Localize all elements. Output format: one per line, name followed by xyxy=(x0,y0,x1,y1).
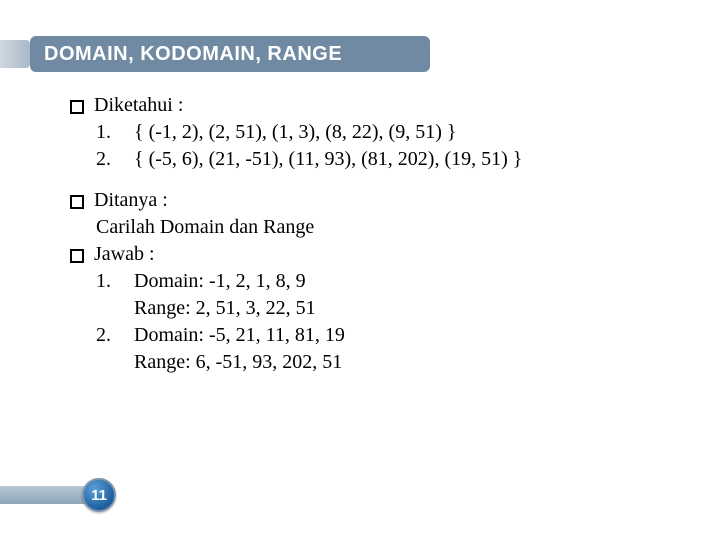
ditanya-body: Carilah Domain dan Range xyxy=(96,214,690,241)
list-item: 1. { (-1, 2), (2, 51), (1, 3), (8, 22), … xyxy=(96,119,690,146)
bullet-square-icon xyxy=(70,100,84,114)
item-number: 2. xyxy=(96,322,134,349)
page-number: 11 xyxy=(91,487,107,504)
item-number: 1. xyxy=(96,268,134,295)
list-item: 2. Domain: -5, 21, 11, 81, 19 xyxy=(96,322,690,349)
title-left-accent xyxy=(0,40,30,68)
jawab-label: Jawab : xyxy=(94,241,155,268)
slide-title: DOMAIN, KODOMAIN, RANGE xyxy=(44,43,342,66)
list-item: 1. Domain: -1, 2, 1, 8, 9 xyxy=(96,268,690,295)
title-bar: DOMAIN, KODOMAIN, RANGE xyxy=(30,36,430,72)
item-domain: Domain: -1, 2, 1, 8, 9 xyxy=(134,268,690,295)
ditanya-label: Ditanya : xyxy=(94,187,168,214)
item-number: 1. xyxy=(96,119,134,146)
item-text: { (-5, 6), (21, -51), (11, 93), (81, 202… xyxy=(134,146,690,173)
section-jawab: Jawab : 1. Domain: -1, 2, 1, 8, 9 Range:… xyxy=(70,241,690,376)
slide: DOMAIN, KODOMAIN, RANGE Diketahui : 1. {… xyxy=(0,0,720,540)
item-range: Range: 6, -51, 93, 202, 51 xyxy=(134,349,690,376)
badge-bar-accent xyxy=(0,486,90,504)
item-text: { (-1, 2), (2, 51), (1, 3), (8, 22), (9,… xyxy=(134,119,690,146)
item-range: Range: 2, 51, 3, 22, 51 xyxy=(134,295,690,322)
content-area: Diketahui : 1. { (-1, 2), (2, 51), (1, 3… xyxy=(70,92,690,390)
section-diketahui: Diketahui : 1. { (-1, 2), (2, 51), (1, 3… xyxy=(70,92,690,173)
section-ditanya: Ditanya : Carilah Domain dan Range xyxy=(70,187,690,241)
bullet-square-icon xyxy=(70,249,84,263)
page-number-badge: 11 xyxy=(82,478,116,512)
item-number: 2. xyxy=(96,146,134,173)
list-item: 2. { (-5, 6), (21, -51), (11, 93), (81, … xyxy=(96,146,690,173)
bullet-square-icon xyxy=(70,195,84,209)
page-number-circle: 11 xyxy=(82,478,116,512)
item-domain: Domain: -5, 21, 11, 81, 19 xyxy=(134,322,690,349)
diketahui-label: Diketahui : xyxy=(94,92,183,119)
